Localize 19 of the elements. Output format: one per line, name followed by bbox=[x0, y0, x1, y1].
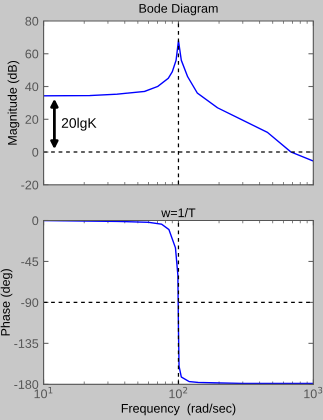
y-tick-label: 40 bbox=[25, 82, 38, 92]
text: w=1/T bbox=[161, 208, 196, 218]
y-tick-label: 0 bbox=[32, 148, 38, 157]
y-tick-label: 20 bbox=[25, 115, 38, 124]
x-tick-label: 10$^{3}$ bbox=[304, 386, 322, 398]
annotation: 20lgK bbox=[62, 118, 97, 131]
chart-title: Bode Diagram bbox=[140, 4, 218, 16]
y-tick-label: -20 bbox=[21, 180, 38, 190]
y-axis-title: Phase (deg) bbox=[0, 269, 12, 336]
y-tick-label: 60 bbox=[25, 50, 38, 58]
y-tick-label: -45 bbox=[21, 257, 38, 266]
y-tick-label: 0 bbox=[32, 216, 38, 226]
y-axis-title: Magnitude (dB) bbox=[8, 60, 20, 145]
y-tick-label: 80 bbox=[25, 16, 38, 26]
x-tick-label: 10$^{2}$ bbox=[169, 386, 188, 398]
y-tick-label: -90 bbox=[21, 298, 38, 308]
y-tick-label: -180 bbox=[14, 380, 38, 389]
y-tick-label: -135 bbox=[14, 339, 38, 348]
x-axis-title: Frequency (rad/sec) bbox=[122, 404, 236, 416]
